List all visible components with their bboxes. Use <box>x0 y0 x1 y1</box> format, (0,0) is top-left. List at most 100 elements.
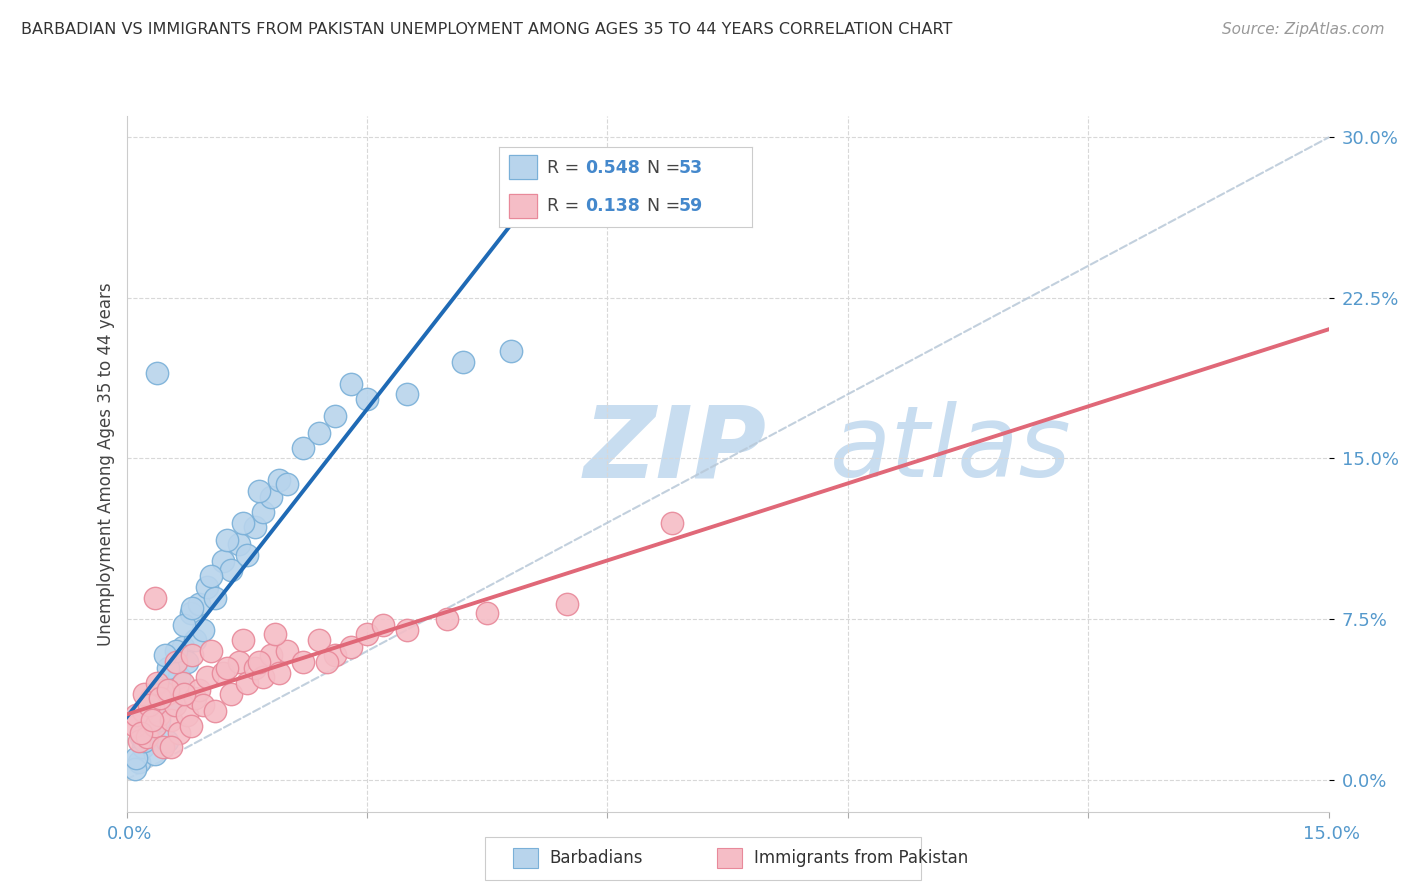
Point <box>200 644 222 658</box>
Point <box>228 655 250 669</box>
Point <box>148 708 170 723</box>
Point <box>149 691 172 706</box>
Point <box>436 612 458 626</box>
Point <box>180 719 202 733</box>
Point <box>153 648 176 663</box>
Point <box>215 533 238 547</box>
Point <box>143 591 166 605</box>
Point <box>247 655 270 669</box>
Point <box>125 708 148 723</box>
Point <box>143 747 166 761</box>
Point <box>173 687 195 701</box>
Point <box>260 490 283 504</box>
Point <box>131 740 153 755</box>
Point <box>129 730 152 744</box>
Point <box>135 730 157 744</box>
Text: Barbadians: Barbadians <box>550 849 644 867</box>
Text: R =: R = <box>547 196 585 215</box>
Y-axis label: Unemployment Among Ages 35 to 44 years: Unemployment Among Ages 35 to 44 years <box>97 282 115 646</box>
Point <box>661 516 683 530</box>
Point <box>451 355 474 369</box>
Point <box>167 670 190 684</box>
Point <box>159 698 181 712</box>
Point <box>152 682 174 697</box>
Point <box>219 687 242 701</box>
Point <box>172 676 194 690</box>
Point <box>260 648 283 663</box>
Point <box>204 591 226 605</box>
Text: 53: 53 <box>679 159 703 178</box>
Text: 0.0%: 0.0% <box>107 825 152 843</box>
Text: N =: N = <box>636 196 685 215</box>
Point <box>276 644 298 658</box>
Point <box>163 698 186 712</box>
Point <box>159 740 181 755</box>
Point <box>195 580 218 594</box>
Point <box>124 719 146 733</box>
Point <box>149 687 172 701</box>
Point <box>183 691 205 706</box>
Point <box>291 655 314 669</box>
Point <box>356 627 378 641</box>
Point <box>131 704 153 718</box>
Point <box>501 344 523 359</box>
Bar <box>509 155 537 179</box>
Point <box>475 606 498 620</box>
Point <box>267 665 290 680</box>
Point <box>141 713 163 727</box>
Point <box>165 655 187 669</box>
Point <box>263 627 285 641</box>
Point <box>195 670 218 684</box>
Point <box>243 661 266 675</box>
Point <box>128 756 150 770</box>
Point <box>252 505 274 519</box>
Point <box>141 704 163 718</box>
Point <box>219 563 242 577</box>
Point <box>323 409 346 423</box>
Point <box>215 661 238 675</box>
Point <box>146 366 169 380</box>
Point <box>125 751 148 765</box>
Point <box>267 473 290 487</box>
Text: 0.548: 0.548 <box>585 159 640 178</box>
Point <box>155 687 177 701</box>
Point <box>176 655 198 669</box>
Point <box>308 633 330 648</box>
Point <box>323 648 346 663</box>
Point <box>172 640 194 654</box>
Text: R =: R = <box>547 159 585 178</box>
Point <box>204 704 226 718</box>
Point <box>165 644 187 658</box>
Point <box>252 670 274 684</box>
Point <box>243 520 266 534</box>
Point <box>232 516 254 530</box>
Point <box>163 665 186 680</box>
Text: Immigrants from Pakistan: Immigrants from Pakistan <box>754 849 967 867</box>
Point <box>308 425 330 440</box>
Text: 59: 59 <box>679 196 703 215</box>
Text: atlas: atlas <box>830 401 1071 499</box>
Point <box>235 676 259 690</box>
Bar <box>509 194 537 218</box>
Point <box>211 554 233 568</box>
Text: BARBADIAN VS IMMIGRANTS FROM PAKISTAN UNEMPLOYMENT AMONG AGES 35 TO 44 YEARS COR: BARBADIAN VS IMMIGRANTS FROM PAKISTAN UN… <box>21 22 952 37</box>
Point <box>173 618 195 632</box>
Point <box>291 441 314 455</box>
Point <box>138 698 160 712</box>
Point <box>152 740 174 755</box>
Point <box>235 548 259 562</box>
Point <box>124 762 146 776</box>
Point <box>232 633 254 648</box>
Point <box>157 682 180 697</box>
Point <box>155 734 177 748</box>
Point <box>340 640 363 654</box>
Point <box>183 633 205 648</box>
Point <box>139 708 162 723</box>
Point <box>396 387 419 401</box>
Point <box>211 665 233 680</box>
Point <box>276 477 298 491</box>
Point <box>187 597 209 611</box>
Point <box>176 708 198 723</box>
Point <box>200 569 222 583</box>
Point <box>134 734 156 748</box>
